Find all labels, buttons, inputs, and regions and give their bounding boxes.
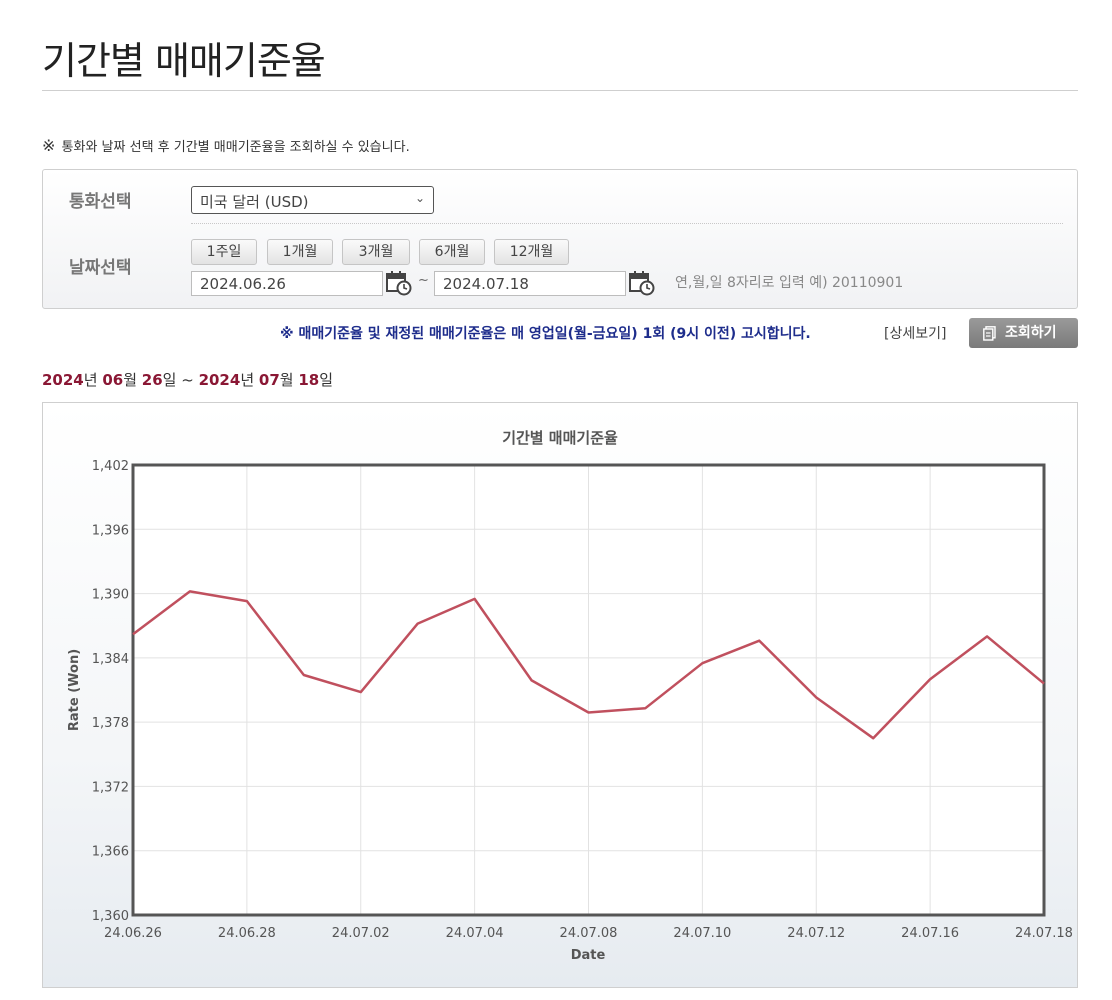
x-tick-label: 24.06.26 xyxy=(104,926,162,941)
x-tick-label: 24.07.12 xyxy=(787,926,845,941)
range-sep: 일 xyxy=(319,371,334,389)
y-tick-label: 1,396 xyxy=(92,523,129,538)
announcement-text: ※ 매매기준율 및 재정된 매매기준율은 매 영업일(월-금요일) 1회 (9시… xyxy=(280,326,811,342)
x-tick-label: 24.07.10 xyxy=(673,926,731,941)
x-tick-label: 24.07.16 xyxy=(901,926,959,941)
range-sep: 년 xyxy=(83,371,103,389)
period-button-6months[interactable]: 6개월 xyxy=(419,239,485,265)
period-button-1month[interactable]: 1개월 xyxy=(267,239,333,265)
y-tick-label: 1,360 xyxy=(92,909,129,924)
range-sep: 년 xyxy=(240,371,259,389)
x-tick-label: 24.07.08 xyxy=(560,926,618,941)
date-range-separator: ~ xyxy=(418,273,429,288)
y-tick-label: 1,378 xyxy=(92,716,129,731)
x-tick-label: 24.07.02 xyxy=(332,926,390,941)
title-divider xyxy=(42,90,1078,91)
range-start-day: 26 xyxy=(141,371,163,389)
calendar-icon[interactable] xyxy=(629,270,655,296)
currency-select[interactable]: 미국 달러 (USD) ⌄ xyxy=(191,186,434,214)
y-tick-label: 1,372 xyxy=(92,780,129,795)
chart-title: 기간별 매매기준율 xyxy=(502,429,618,447)
period-button-3months[interactable]: 3개월 xyxy=(342,239,410,265)
notice-mark: ※ xyxy=(42,136,56,155)
chevron-down-icon: ⌄ xyxy=(414,191,425,205)
y-tick-label: 1,390 xyxy=(92,588,129,603)
range-start-year: 2024 xyxy=(42,371,84,389)
end-date-input[interactable]: 2024.07.18 xyxy=(434,271,626,296)
chart-panel: 기간별 매매기준율 Rate (Won) Date 1,360 1,366 1,37… xyxy=(42,402,1078,988)
currency-select-value: 미국 달러 (USD) xyxy=(200,193,309,211)
search-button-label: 조회하기 xyxy=(1005,325,1057,341)
y-tick-label: 1,366 xyxy=(92,845,129,860)
plot-area xyxy=(131,463,1046,917)
notice-message: 통화와 날짜 선택 후 기간별 매매기준율을 조회하실 수 있습니다. xyxy=(61,140,410,155)
y-tick-label: 1,384 xyxy=(92,652,129,667)
y-tick-label: 1,402 xyxy=(92,459,129,474)
y-axis-label: Rate (Won) xyxy=(67,649,82,731)
range-sep: 일 ~ xyxy=(162,371,199,389)
range-end-month: 07 xyxy=(258,371,280,389)
x-tick-label: 24.07.04 xyxy=(446,926,504,941)
rate-line-chart: 기간별 매매기준율 Rate (Won) Date 1,360 1,366 1,37… xyxy=(67,429,1073,963)
range-end-day: 18 xyxy=(298,371,320,389)
date-label: 날짜선택 xyxy=(69,258,132,278)
range-end-year: 2024 xyxy=(198,371,241,389)
x-tick-label: 24.06.28 xyxy=(218,926,276,941)
date-format-hint: 연,월,일 8자리로 입력 예) 20110901 xyxy=(675,275,904,291)
range-start-month: 06 xyxy=(102,371,124,389)
detail-link[interactable]: [상세보기] xyxy=(884,326,947,342)
period-button-12months[interactable]: 12개월 xyxy=(494,239,569,265)
period-button-1week[interactable]: 1주일 xyxy=(191,239,257,265)
x-axis-label: Date xyxy=(571,948,606,963)
x-tick-label: 24.07.18 xyxy=(1015,926,1073,941)
range-sep: 월 xyxy=(279,371,299,389)
search-button[interactable]: 조회하기 xyxy=(969,318,1078,348)
search-form: 통화선택 미국 달러 (USD) ⌄ 날짜선택 1주일 1개월 3개월 6개월 … xyxy=(42,169,1078,309)
date-range-heading: 2024년 06월 26일 ~ 2024년 07월 18일 xyxy=(42,369,333,390)
notice-text: ※ 통화와 날짜 선택 후 기간별 매매기준율을 조회하실 수 있습니다. xyxy=(42,136,410,155)
form-row-divider xyxy=(191,223,1063,224)
page-title: 기간별 매매기준율 xyxy=(42,39,326,83)
document-icon xyxy=(983,326,996,341)
start-date-input[interactable]: 2024.06.26 xyxy=(191,271,383,296)
calendar-icon[interactable] xyxy=(386,270,412,296)
range-sep: 월 xyxy=(123,371,142,389)
currency-label: 통화선택 xyxy=(69,192,132,212)
